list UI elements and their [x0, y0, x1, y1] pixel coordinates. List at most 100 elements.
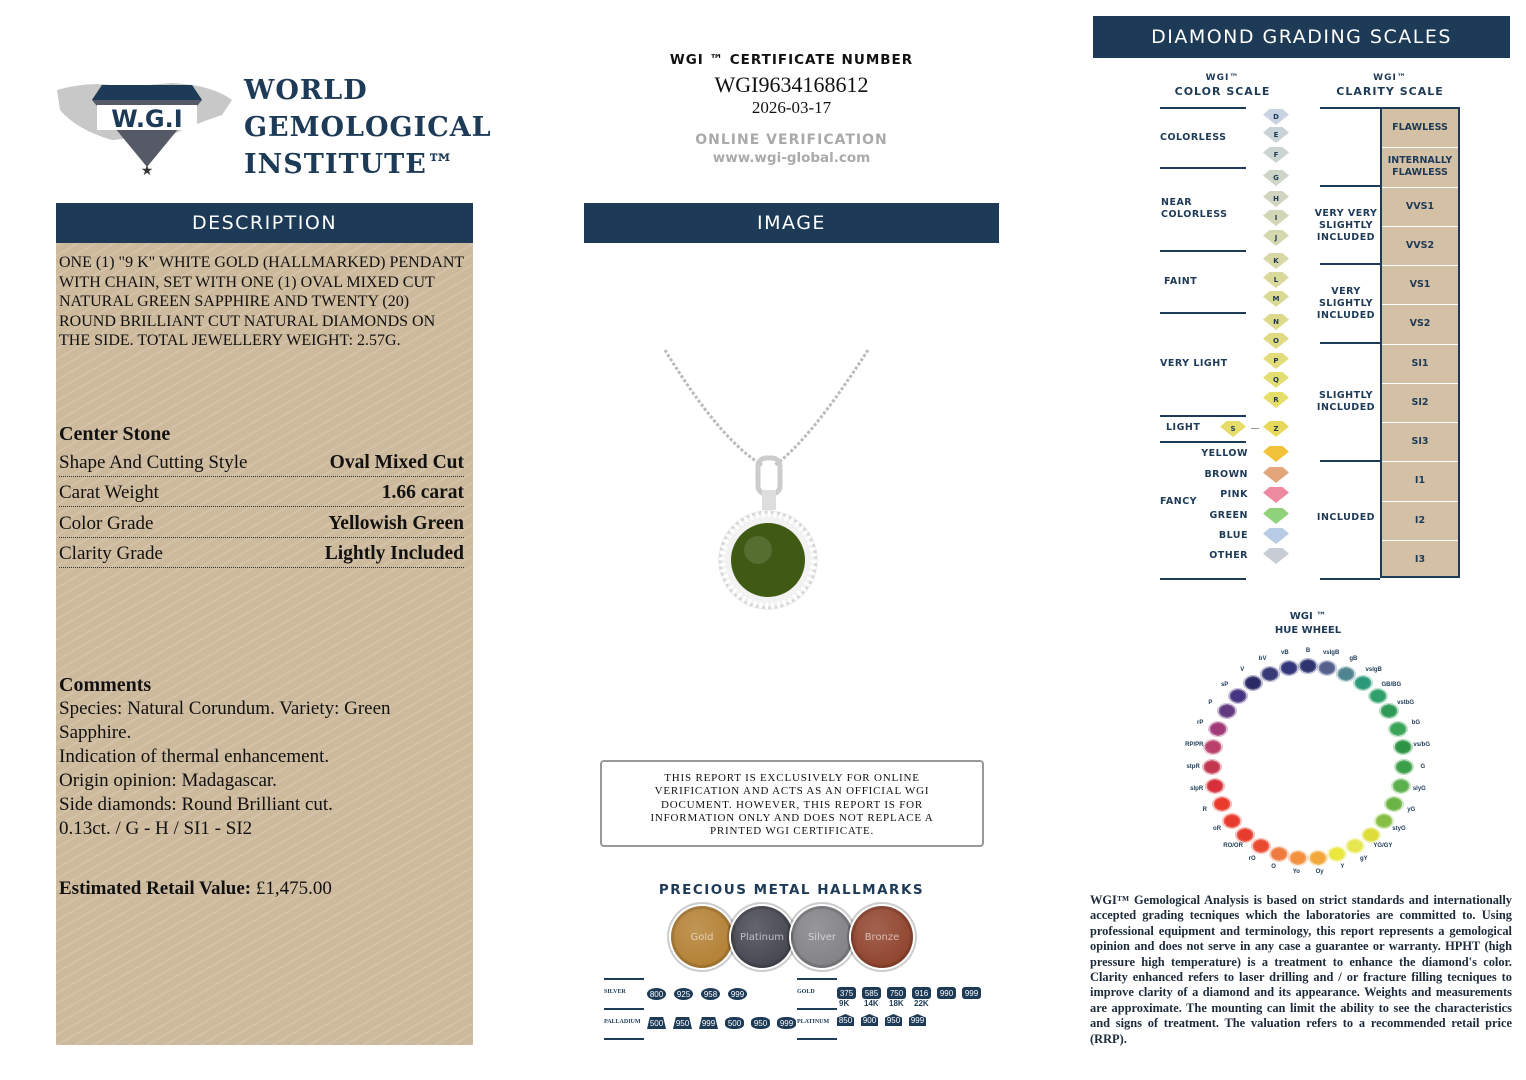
hue-label: R — [1202, 807, 1207, 814]
hue-dot — [1222, 812, 1243, 829]
hue-label: G — [1420, 764, 1426, 771]
verification-url[interactable]: www.wgi-global.com — [712, 150, 871, 166]
fancy-color-label: BLUE — [1218, 530, 1248, 541]
color-group-label: COLORLESS — [1160, 132, 1227, 143]
gold-hallmark: 585 — [862, 987, 881, 999]
hue-dot — [1203, 739, 1224, 756]
divider — [604, 1038, 644, 1040]
grading-scales-header: DIAMOND GRADING SCALES — [1093, 16, 1510, 58]
svg-text:★: ★ — [141, 163, 154, 179]
gold-karat: 9K — [839, 999, 850, 1008]
silver-hallmark: 999 — [728, 988, 747, 1000]
hue-dot — [1269, 845, 1290, 862]
hue-dot — [1373, 812, 1394, 829]
platinum-label: PLATINUM — [797, 1019, 830, 1025]
clarity-grade: I1 — [1382, 462, 1458, 502]
hue-label: styG — [1392, 826, 1406, 833]
clarity-grade: VVS2 — [1382, 227, 1458, 266]
row-value: 1.66 carat — [381, 482, 464, 503]
divider — [1160, 250, 1246, 252]
color-grade-D: D — [1263, 109, 1289, 125]
hue-label: GB/BG — [1381, 682, 1402, 689]
certificate-info: WGI ™ CERTIFICATE NUMBER WGI9634168612 2… — [584, 52, 999, 166]
color-grade-P: P — [1263, 353, 1289, 369]
hue-wheel-title: WGI ™ HUE WHEEL — [1248, 610, 1368, 638]
divider — [1320, 107, 1380, 109]
hue-label: bV — [1258, 656, 1267, 663]
platinum-hallmark: 900 — [861, 1014, 878, 1026]
hue-label: vslgB — [1322, 649, 1340, 656]
gold-hallmark: 375 — [837, 987, 856, 999]
color-grade-I: I — [1263, 210, 1289, 226]
hue-label: vs/bG — [1413, 741, 1431, 748]
clarity-grade: SI1 — [1382, 345, 1458, 384]
hue-dot — [1211, 796, 1232, 813]
color-grade-K: K — [1263, 253, 1289, 269]
color-group-label: LIGHT — [1166, 422, 1201, 433]
fancy-color-gem — [1263, 548, 1289, 564]
color-grade-L: L — [1263, 272, 1289, 288]
hue-label: P — [1208, 699, 1213, 706]
hue-dot — [1216, 703, 1237, 720]
color-grade-Z: Z — [1263, 421, 1289, 437]
hue-dot — [1352, 675, 1373, 692]
palladium-hallmark: 950 — [673, 1017, 692, 1029]
color-grade-O: O — [1263, 333, 1289, 349]
hallmarks-title: PRECIOUS METAL HALLMARKS — [658, 882, 925, 898]
clarity-grade: SI3 — [1382, 423, 1458, 463]
clarity-group-label: SLIGHTLY INCLUDED — [1316, 390, 1376, 413]
divider — [1320, 263, 1380, 265]
fancy-color-gem — [1263, 467, 1289, 483]
palladium-hallmark: 500 — [647, 1017, 666, 1029]
hue-dot — [1326, 845, 1347, 862]
clarity-group-label: VERY SLIGHTLY INCLUDED — [1316, 286, 1376, 321]
silver-hallmark: 800 — [647, 988, 666, 1000]
platinum-hallmark: 850 — [837, 1014, 854, 1026]
color-grade-G: G — [1263, 170, 1289, 186]
divider — [604, 978, 644, 980]
divider — [1160, 578, 1246, 580]
institute-name: WORLD GEMOLOGICAL INSTITUTE™ — [244, 72, 492, 183]
gold-karat: 22K — [914, 999, 929, 1008]
retail-label: Estimated Retail Value: — [59, 878, 252, 899]
silver-label: SILVER — [604, 989, 626, 995]
color-grade-H: H — [1263, 191, 1289, 207]
hue-dot — [1243, 675, 1264, 692]
divider — [1160, 441, 1246, 443]
title-line: WGI™ — [1205, 73, 1240, 83]
title-line: COLOR SCALE — [1174, 85, 1271, 98]
logo-line: GEMOLOGICAL — [244, 112, 492, 143]
description-panel: DESCRIPTION ONE (1) "9 K" WHITE GOLD (HA… — [56, 203, 473, 1045]
hue-label: rO — [1248, 855, 1256, 862]
color-grade-F: F — [1263, 147, 1289, 163]
platinum-hallmark: 950 — [885, 1014, 902, 1026]
certificate-number: WGI9634168612 — [714, 72, 869, 97]
hue-dot — [1307, 849, 1328, 866]
gold-hallmark: 990 — [937, 987, 956, 999]
gold-hallmark: 999 — [962, 987, 981, 999]
hue-label: vslgB — [1365, 667, 1382, 674]
color-group-label: VERY LIGHT — [1160, 358, 1228, 369]
color-grade-R: R — [1263, 392, 1289, 408]
verification-label: ONLINE VERIFICATION — [695, 132, 888, 148]
hue-dot — [1207, 720, 1228, 737]
center-stone-row: Carat Weight 1.66 carat — [59, 477, 464, 507]
center-stone-section: Center Stone Shape And Cutting Style Oval… — [59, 423, 464, 568]
title-line: HUE WHEEL — [1274, 625, 1342, 636]
silver-hallmark: 925 — [674, 988, 693, 1000]
comment-line: 0.13ct. / G - H / SI1 - SI2 — [59, 818, 253, 839]
hue-label: yG — [1407, 807, 1416, 814]
retail-amount: £1,475.00 — [255, 878, 332, 899]
hue-label: vstbG — [1397, 699, 1415, 706]
hue-dot — [1260, 665, 1281, 682]
divider — [1320, 460, 1380, 462]
comment-line: Species: Natural Corundum. Variety: Gree… — [59, 698, 391, 743]
certificate-date: 2026-03-17 — [751, 98, 832, 117]
color-grade-M: M — [1263, 291, 1289, 307]
hue-dot — [1384, 796, 1405, 813]
color-group-label: FANCY — [1160, 496, 1198, 507]
hue-label: stpR — [1186, 764, 1200, 771]
clarity-grade: VS1 — [1382, 266, 1458, 306]
hue-label: B — [1305, 647, 1311, 654]
row-label: Color Grade — [59, 512, 154, 534]
